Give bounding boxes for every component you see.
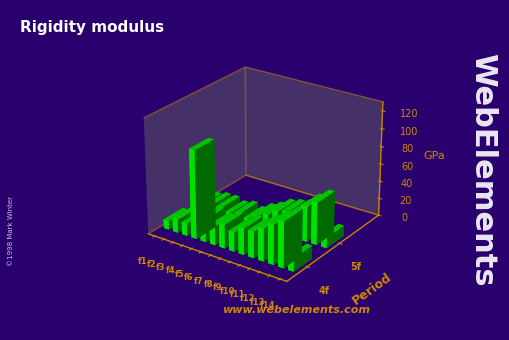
Text: Rigidity modulus: Rigidity modulus xyxy=(20,20,164,35)
Text: www.webelements.com: www.webelements.com xyxy=(222,305,370,315)
Y-axis label: Period: Period xyxy=(350,271,394,308)
Text: WebElements: WebElements xyxy=(467,53,496,287)
Text: ©1998 Mark Winter: ©1998 Mark Winter xyxy=(8,196,14,266)
